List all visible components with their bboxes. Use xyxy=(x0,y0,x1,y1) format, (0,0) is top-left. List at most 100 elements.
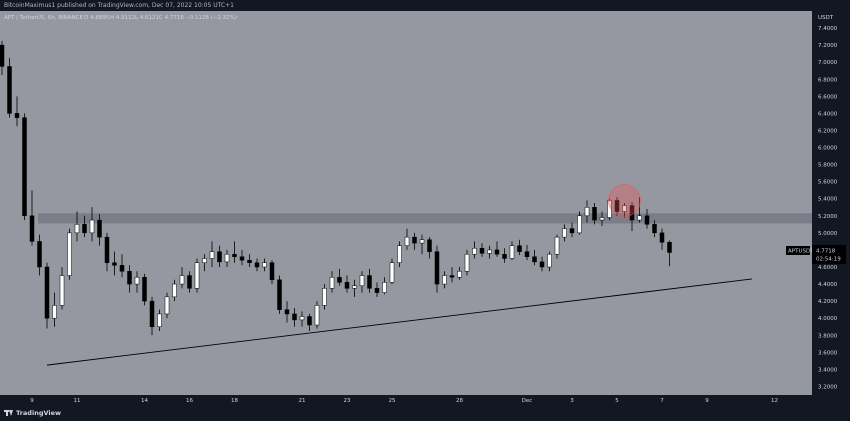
candlestick-chart[interactable]: APT / TetherUS, 6h, BINANCE O 4.8895 H 4… xyxy=(0,11,850,406)
candle xyxy=(82,215,87,238)
publisher-bar: BitcoinMaximus1 published on TradingView… xyxy=(0,0,850,11)
candle xyxy=(217,245,222,267)
candle xyxy=(457,267,462,280)
candle-body xyxy=(14,113,20,118)
candle xyxy=(464,249,470,276)
candle-body xyxy=(134,276,140,285)
y-tick-label: 6.2000 xyxy=(818,128,838,134)
candle xyxy=(547,251,552,272)
candle-body xyxy=(112,262,117,266)
x-tick-label: 14 xyxy=(141,398,148,404)
candle-body xyxy=(59,275,65,306)
candle-body xyxy=(262,262,267,268)
candle-body xyxy=(652,224,657,234)
ascending-support-line xyxy=(46,278,753,366)
x-tick-label: 9 xyxy=(30,398,34,404)
candle-body xyxy=(292,313,297,321)
candle-body xyxy=(37,241,42,268)
x-tick-label: 21 xyxy=(299,398,306,404)
candle-body xyxy=(622,205,627,212)
y-tick-label: 4.0000 xyxy=(818,316,838,322)
candle-body xyxy=(449,275,455,278)
candle-body xyxy=(89,219,95,234)
price-axis[interactable] xyxy=(812,11,850,406)
x-tick-label: 5 xyxy=(615,398,619,404)
candle xyxy=(592,203,597,225)
candle-body xyxy=(389,262,395,283)
candle-body xyxy=(337,276,342,283)
candle-body xyxy=(509,245,515,259)
candle-body xyxy=(329,276,335,289)
candle-body xyxy=(67,232,72,276)
candle xyxy=(449,267,455,283)
candle-body xyxy=(22,117,27,217)
candle-body xyxy=(382,282,387,293)
candle xyxy=(209,241,215,267)
candle-body xyxy=(157,313,162,327)
candle xyxy=(74,211,80,242)
currency-label: USDT xyxy=(818,15,834,21)
candle-body xyxy=(127,271,132,285)
x-tick-label: 23 xyxy=(344,398,351,404)
candle-body xyxy=(644,215,650,225)
candle xyxy=(187,271,192,293)
candle xyxy=(599,211,605,227)
candle xyxy=(622,203,627,218)
candle-body xyxy=(74,224,80,234)
candle-body xyxy=(119,265,125,272)
candle-body xyxy=(472,247,477,255)
publisher-text: BitcoinMaximus1 published on TradingView… xyxy=(4,2,234,9)
candle xyxy=(554,234,560,259)
candle-body xyxy=(404,236,410,246)
candle xyxy=(269,260,275,285)
candle xyxy=(367,268,372,293)
candle-body xyxy=(97,219,102,238)
y-tick-label: 5.6000 xyxy=(818,180,838,186)
candle xyxy=(22,113,27,221)
candle xyxy=(97,214,102,246)
candle-body xyxy=(359,275,365,287)
candle-body xyxy=(494,249,500,255)
candle-body xyxy=(247,259,252,263)
candle xyxy=(202,254,207,272)
candle xyxy=(524,244,530,261)
candle-body xyxy=(667,242,672,253)
candle-body xyxy=(29,215,35,242)
legend-high: H 4.9112 xyxy=(110,15,135,21)
candle xyxy=(539,256,545,272)
candle xyxy=(277,275,282,314)
candle-body xyxy=(479,247,485,254)
candle xyxy=(487,245,492,259)
candle xyxy=(7,57,12,118)
candle xyxy=(29,190,35,246)
resistance-zone xyxy=(38,213,812,224)
candle xyxy=(434,245,440,293)
candle xyxy=(442,271,447,289)
candle-body xyxy=(194,262,200,289)
y-tick-label: 3.8000 xyxy=(818,333,838,339)
legend-close: C 4.7718 xyxy=(159,15,184,21)
candle-body xyxy=(82,224,87,234)
chart-pane[interactable] xyxy=(0,11,812,406)
candle xyxy=(89,207,95,242)
candle-body xyxy=(164,296,170,315)
candle xyxy=(404,228,410,250)
time-axis[interactable] xyxy=(0,395,812,406)
candle-body xyxy=(277,279,282,310)
y-tick-label: 5.0000 xyxy=(818,231,838,237)
candle-body xyxy=(374,288,380,293)
y-tick-label: 3.6000 xyxy=(818,350,838,356)
candle xyxy=(374,282,380,297)
candle xyxy=(52,292,57,327)
candle xyxy=(164,292,170,319)
candle xyxy=(389,258,395,285)
legend-change: −0.1128 (−2.32%) xyxy=(185,15,237,21)
x-tick-label: 28 xyxy=(456,398,463,404)
candle-body xyxy=(659,232,665,243)
candle-body xyxy=(224,253,230,263)
candle xyxy=(412,232,417,250)
chart-container[interactable]: APT / TetherUS, 6h, BINANCE O 4.8895 H 4… xyxy=(0,11,850,421)
y-tick-label: 3.2000 xyxy=(818,384,838,390)
candle xyxy=(284,301,290,323)
candle xyxy=(239,249,245,266)
